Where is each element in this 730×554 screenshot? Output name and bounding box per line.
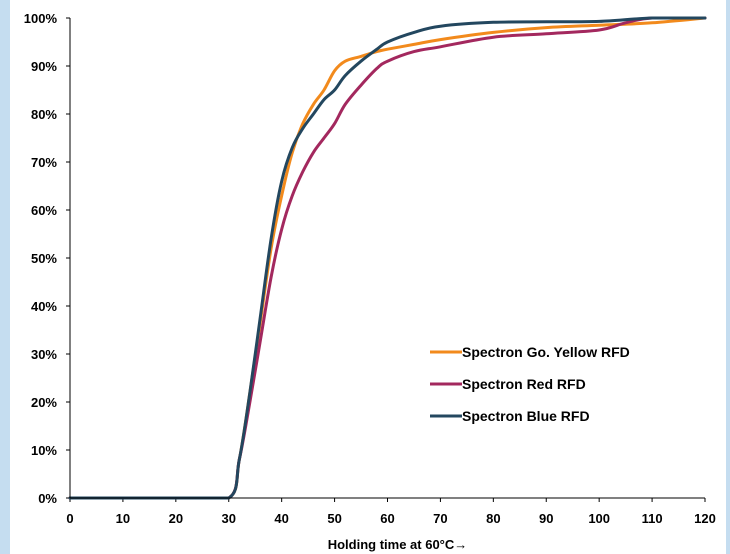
y-tick-label: 50% <box>31 251 57 266</box>
x-tick-label: 120 <box>694 511 716 526</box>
right-border-strip <box>726 0 730 554</box>
x-tick-label: 50 <box>327 511 341 526</box>
x-tick-label: 100 <box>588 511 610 526</box>
left-border-strip <box>0 0 10 554</box>
y-axis-ticks: 0% 10% 20% 30% 40% 50% 60% 70% 80% 90% 100% <box>24 11 70 506</box>
series-line-2 <box>68 16 707 500</box>
series-line-3 <box>68 16 707 500</box>
legend: Spectron Go. Yellow RFD Spectron Red RFD S… <box>430 344 630 424</box>
y-tick-label: 100% <box>24 11 58 26</box>
x-tick-label: 0 <box>66 511 73 526</box>
y-tick-label: 10% <box>31 443 57 458</box>
x-tick-label: 60 <box>380 511 394 526</box>
x-tick-label: 40 <box>274 511 288 526</box>
x-axis-ticks: 0 10 20 30 40 50 60 70 80 90 100 110 120 <box>66 498 716 526</box>
y-tick-label: 0% <box>38 491 57 506</box>
x-tick-label: 30 <box>222 511 236 526</box>
x-tick-label: 90 <box>539 511 553 526</box>
x-tick-label: 110 <box>642 511 663 526</box>
y-tick-label: 60% <box>31 203 57 218</box>
y-tick-label: 30% <box>31 347 57 362</box>
x-tick-label: 80 <box>486 511 500 526</box>
legend-label-1: Spectron Go. Yellow RFD <box>462 344 630 360</box>
series-layer <box>68 16 707 500</box>
y-tick-label: 20% <box>31 395 57 410</box>
x-tick-label: 10 <box>116 511 130 526</box>
series-line-1 <box>68 16 707 500</box>
legend-label-3: Spectron Blue RFD <box>462 408 590 424</box>
y-tick-label: 80% <box>31 107 57 122</box>
y-tick-label: 90% <box>31 59 57 74</box>
x-tick-label: 70 <box>433 511 447 526</box>
legend-label-2: Spectron Red RFD <box>462 376 586 392</box>
x-tick-label: 20 <box>169 511 183 526</box>
x-axis-title: Holding time at 60°C→ <box>328 537 468 552</box>
y-tick-label: 40% <box>31 299 57 314</box>
y-tick-label: 70% <box>31 155 57 170</box>
